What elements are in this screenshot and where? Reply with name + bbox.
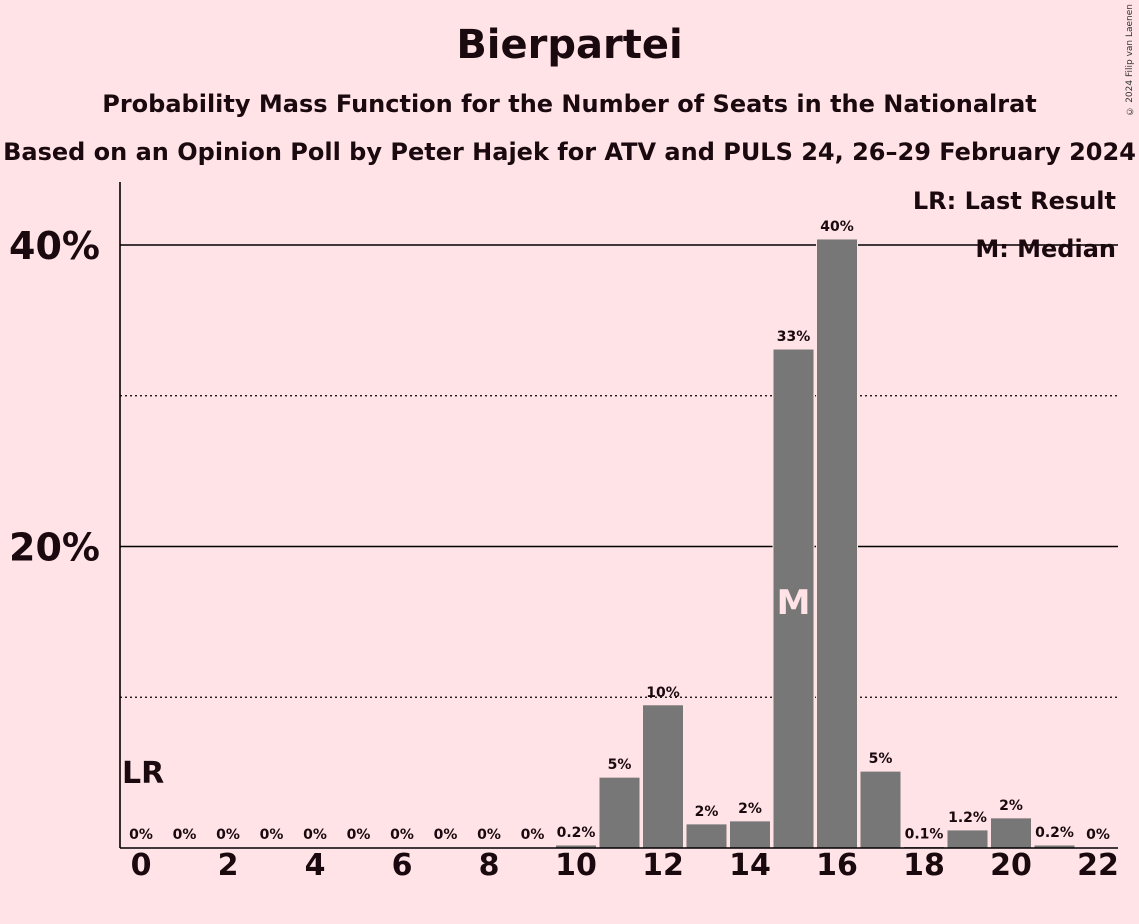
- legend-median: M: Median: [975, 235, 1116, 263]
- chart-source-subtitle: Based on an Opinion Poll by Peter Hajek …: [3, 138, 1136, 166]
- bar-value-label: 0%: [216, 827, 240, 843]
- x-tick-label: 14: [729, 848, 771, 883]
- bar-seat-15: [772, 348, 815, 849]
- x-tick-label: 2: [218, 848, 239, 883]
- bar-seat-17: [859, 770, 902, 849]
- bar-value-label: 0%: [1086, 827, 1110, 843]
- bar-value-label: 40%: [820, 219, 854, 235]
- bar-value-label: 33%: [777, 329, 811, 345]
- x-tick-label: 20: [990, 848, 1032, 883]
- bar-seat-13: [685, 823, 728, 849]
- x-tick-label: 22: [1077, 848, 1119, 883]
- bar-seat-11: [598, 776, 641, 849]
- bar-value-label: 2%: [738, 801, 762, 817]
- bar-value-label: 0%: [129, 827, 153, 843]
- bar-value-label: 0.1%: [905, 826, 944, 842]
- bar-seat-20: [990, 817, 1032, 849]
- x-tick-label: 0: [131, 848, 152, 883]
- x-tick-label: 10: [555, 848, 597, 883]
- bar-value-label: 1.2%: [948, 810, 987, 826]
- bar-value-label: 0%: [477, 827, 501, 843]
- x-tick-label: 4: [305, 848, 326, 883]
- x-tick-label: 16: [816, 848, 858, 883]
- y-tick-label: 40%: [9, 224, 100, 268]
- bar-value-label: 2%: [999, 798, 1023, 814]
- x-tick-label: 8: [479, 848, 500, 883]
- legend-last-result: LR: Last Result: [913, 187, 1116, 215]
- bar-seat-19: [946, 829, 989, 849]
- bar-value-label: 0.2%: [1035, 825, 1074, 841]
- bar-value-label: 0%: [303, 827, 327, 843]
- bar-seat-16: [816, 238, 858, 849]
- bar-value-label: 0%: [521, 827, 545, 843]
- bar-seat-14: [729, 820, 771, 849]
- bar-value-label: 5%: [608, 757, 632, 773]
- bar-value-label: 2%: [695, 804, 719, 820]
- bar-value-label: 0.2%: [557, 825, 596, 841]
- x-tick-label: 6: [392, 848, 413, 883]
- y-tick-label: 20%: [9, 526, 100, 570]
- chart-subtitle: Probability Mass Function for the Number…: [102, 90, 1037, 118]
- bar-value-label: 0%: [173, 827, 197, 843]
- last-result-marker: LR: [122, 756, 164, 791]
- x-tick-label: 18: [903, 848, 945, 883]
- bar-value-label: 10%: [646, 685, 680, 701]
- chart-title: Bierpartei: [456, 22, 683, 68]
- bar-value-label: 0%: [390, 827, 414, 843]
- bar-value-label: 0%: [347, 827, 371, 843]
- bar-value-label: 0%: [434, 827, 458, 843]
- bar-seat-12: [642, 704, 684, 849]
- median-marker: M: [777, 583, 811, 623]
- bar-value-label: 5%: [869, 751, 893, 767]
- x-tick-label: 12: [642, 848, 684, 883]
- bar-value-label: 0%: [260, 827, 284, 843]
